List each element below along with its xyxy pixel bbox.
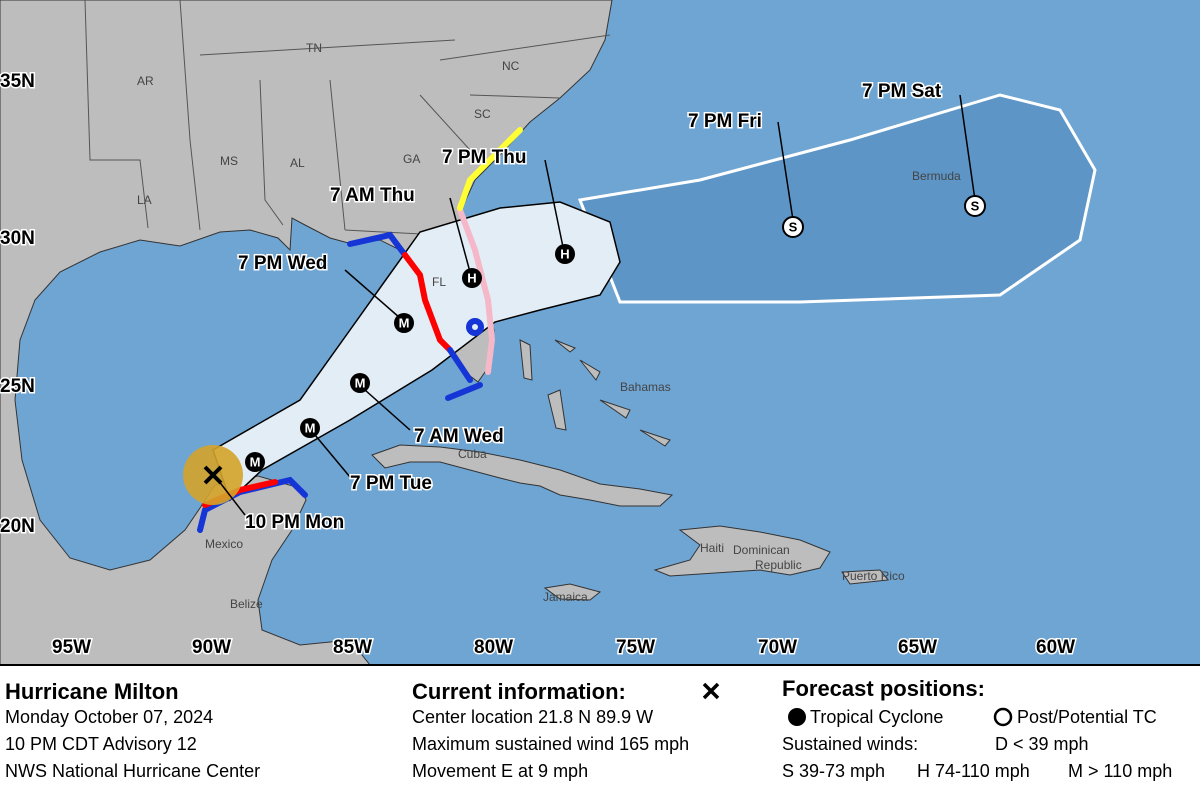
marker	[245, 452, 265, 472]
time-label: 7 PM Fri	[688, 111, 762, 132]
region-label: AL	[290, 156, 305, 170]
marker	[394, 313, 414, 333]
longitude-label: 75W	[616, 637, 655, 658]
longitude-label: 90W	[192, 637, 231, 658]
wind-class: D < 39 mph	[995, 734, 1089, 754]
current-heading: Current information:	[412, 679, 626, 704]
latitude-label: 25N	[0, 376, 35, 397]
longitude-label: 65W	[898, 637, 937, 658]
wind-class: H 74-110 mph	[917, 761, 1030, 781]
region-label: Puerto Rico	[842, 569, 905, 583]
storm-date: Monday October 07, 2024	[5, 707, 213, 727]
current-icon	[702, 682, 720, 700]
time-label: 7 PM Sat	[862, 81, 942, 102]
marker	[964, 195, 986, 217]
region-label: Bermuda	[912, 169, 961, 183]
watches-warnings	[197, 127, 523, 533]
marker	[782, 216, 804, 238]
marker	[350, 373, 370, 393]
marker-symbol: M	[305, 421, 316, 436]
region-label: Republic	[755, 558, 802, 572]
legend-symbol	[993, 707, 1013, 727]
current-info: Current information: Center location 21.…	[412, 679, 720, 781]
wind-class: S 39-73 mph	[782, 761, 885, 781]
marker-symbol: M	[250, 455, 261, 470]
region-label: Belize	[230, 597, 263, 611]
info-panel	[0, 665, 1200, 797]
marker-symbol: S	[789, 220, 798, 235]
longitude-label: 80W	[474, 637, 513, 658]
center-location: Center location 21.8 N 89.9 W	[412, 707, 653, 727]
legend-symbol	[788, 708, 806, 726]
state-borders	[84, 0, 611, 236]
marker	[555, 244, 575, 264]
region-label: SC	[474, 107, 491, 121]
latitude-label: 30N	[0, 228, 35, 249]
movement: Movement E at 9 mph	[412, 761, 588, 781]
marker	[300, 418, 320, 438]
longitude-label: 70W	[758, 637, 797, 658]
legend-label: Post/Potential TC	[1017, 707, 1157, 727]
wind-class: M > 110 mph	[1068, 761, 1172, 781]
forecast-heading: Forecast positions:	[782, 676, 985, 701]
region-label: Bahamas	[620, 380, 671, 394]
region-label: MS	[220, 154, 238, 168]
region-label: GA	[403, 152, 420, 166]
longitude-label: 60W	[1036, 637, 1075, 658]
storm-info: Hurricane Milton Monday October 07, 2024…	[5, 679, 260, 781]
marker	[462, 268, 482, 288]
region-label: Dominican	[733, 543, 790, 557]
marker-symbol: H	[560, 247, 569, 262]
storm-title: Hurricane Milton	[5, 679, 179, 704]
region-labels: AR TN NC SC MS AL GA LA FL Bermuda Baham…	[137, 41, 961, 611]
time-label: 7 AM Thu	[330, 185, 415, 206]
latitude-label: 35N	[0, 71, 35, 92]
forecast-markers: M M M M H H S S	[245, 195, 986, 472]
time-label: 7 PM Thu	[442, 147, 526, 168]
marker-symbol: H	[467, 271, 476, 286]
latitude-labels: 35N 30N 25N 20N	[0, 70, 36, 539]
region-label: NC	[502, 59, 520, 73]
marker-symbol: S	[971, 199, 980, 214]
longitude-label: 95W	[52, 637, 91, 658]
longitude-label: 85W	[333, 637, 372, 658]
region-label: FL	[432, 275, 446, 289]
forecast-time-labels: 7 PM Sat 7 PM Fri 7 PM Thu 7 AM Thu 7 PM…	[237, 80, 944, 535]
region-label: LA	[137, 193, 152, 207]
time-label: 7 PM Tue	[350, 473, 432, 494]
forecast-legend: Forecast positions: Tropical Cyclone Pos…	[782, 676, 1172, 781]
time-label: 7 AM Wed	[414, 426, 504, 447]
region-label: Mexico	[205, 537, 243, 551]
leader-lines	[217, 94, 976, 516]
latitude-label: 20N	[0, 516, 35, 537]
region-label: Haiti	[700, 541, 724, 555]
advisory: 10 PM CDT Advisory 12	[5, 734, 197, 754]
longitude-labels: 95W 90W 85W 80W 75W 70W 65W 60W	[51, 636, 1077, 660]
source: NWS National Hurricane Center	[5, 761, 260, 781]
region-label: Jamaica	[543, 590, 588, 604]
winds-heading: Sustained winds:	[782, 734, 918, 754]
region-label: Cuba	[458, 447, 487, 461]
region-label: TN	[306, 41, 322, 55]
region-label: AR	[137, 74, 154, 88]
marker-symbol: M	[355, 376, 366, 391]
time-label: 10 PM Mon	[245, 512, 344, 533]
marker-symbol: M	[399, 316, 410, 331]
legend-label: Tropical Cyclone	[810, 707, 943, 727]
max-wind: Maximum sustained wind 165 mph	[412, 734, 689, 754]
time-label: 7 PM Wed	[238, 253, 327, 274]
